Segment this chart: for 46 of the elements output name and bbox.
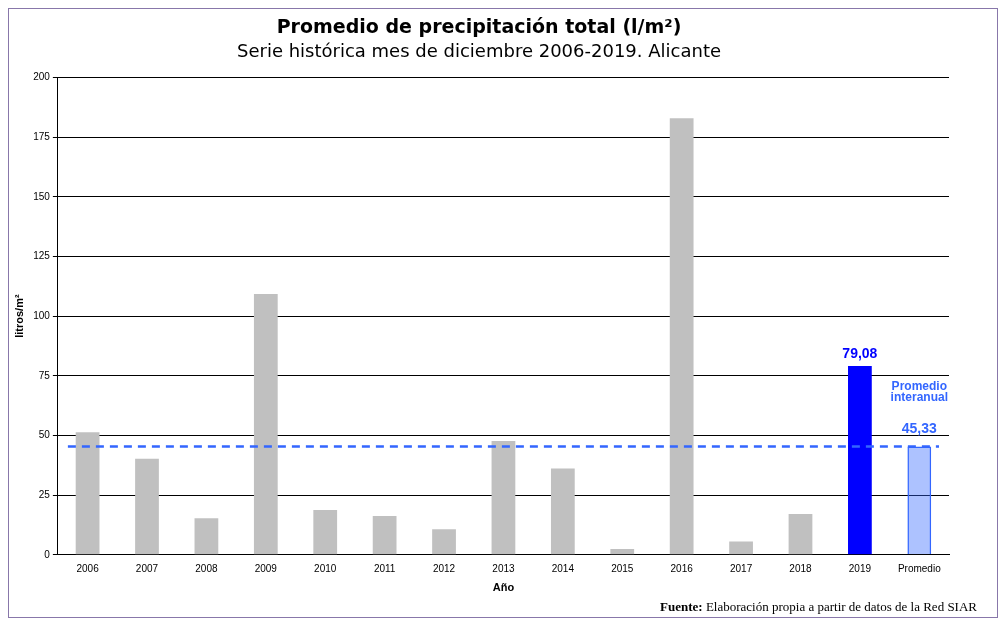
- x-tick-label: 2015: [611, 562, 634, 574]
- y-tick-label: 25: [38, 488, 51, 500]
- data-label: 45,33: [901, 419, 938, 436]
- bar: [313, 509, 338, 555]
- data-label: 79,08: [842, 345, 878, 362]
- x-tick-label: 2019: [848, 562, 872, 574]
- x-tick-label: 2010: [314, 562, 337, 574]
- bar: [491, 440, 516, 555]
- y-axis-title: litros/m²: [12, 294, 25, 338]
- x-tick-label: Promedio: [897, 562, 942, 574]
- x-tick-label: 2007: [135, 562, 159, 574]
- y-tick-label: 150: [33, 190, 51, 202]
- x-tick-label: 2012: [432, 562, 456, 574]
- x-tick-label: 2006: [76, 562, 100, 574]
- ref-line-label: Promedio interanual: [890, 379, 948, 405]
- chart-subtitle: Serie histórica mes de diciembre 2006-2019. Alicante: [236, 40, 722, 62]
- x-tick-label: 2018: [789, 562, 813, 574]
- y-tick-label: 175: [33, 130, 51, 142]
- y-tick-label: 200: [33, 71, 51, 83]
- bar: [610, 549, 635, 555]
- y-tick-label: 100: [33, 309, 51, 321]
- y-tick-label: 50: [38, 429, 51, 441]
- y-tick-label: 75: [38, 369, 51, 381]
- bar: [194, 518, 219, 555]
- bar: [550, 468, 575, 555]
- x-tick-label: 2014: [551, 562, 575, 574]
- bar: [75, 432, 100, 555]
- x-tick-label: 2013: [492, 562, 515, 574]
- x-axis-title: Año: [492, 581, 515, 594]
- x-tick-label: 2017: [729, 562, 753, 574]
- bar: [788, 513, 813, 555]
- bar: [729, 541, 753, 555]
- y-tick-label: 125: [33, 250, 51, 262]
- bar: [669, 118, 694, 555]
- bar: [372, 515, 397, 555]
- x-tick-label: 2011: [373, 562, 396, 574]
- y-tick-label: 0: [44, 548, 51, 560]
- bar: [432, 529, 456, 555]
- source-note: Fuente: Elaboración propia a partir de datos de la Red SIAR: [660, 599, 977, 614]
- x-tick-label: 2009: [254, 562, 278, 574]
- chart-title: Promedio de precipitación total (l/m²): [276, 15, 682, 38]
- bar: [253, 293, 278, 555]
- x-tick-label: 2016: [670, 562, 694, 574]
- bar: [135, 458, 159, 555]
- x-tick-label: 2008: [195, 562, 218, 574]
- bar: [848, 366, 872, 555]
